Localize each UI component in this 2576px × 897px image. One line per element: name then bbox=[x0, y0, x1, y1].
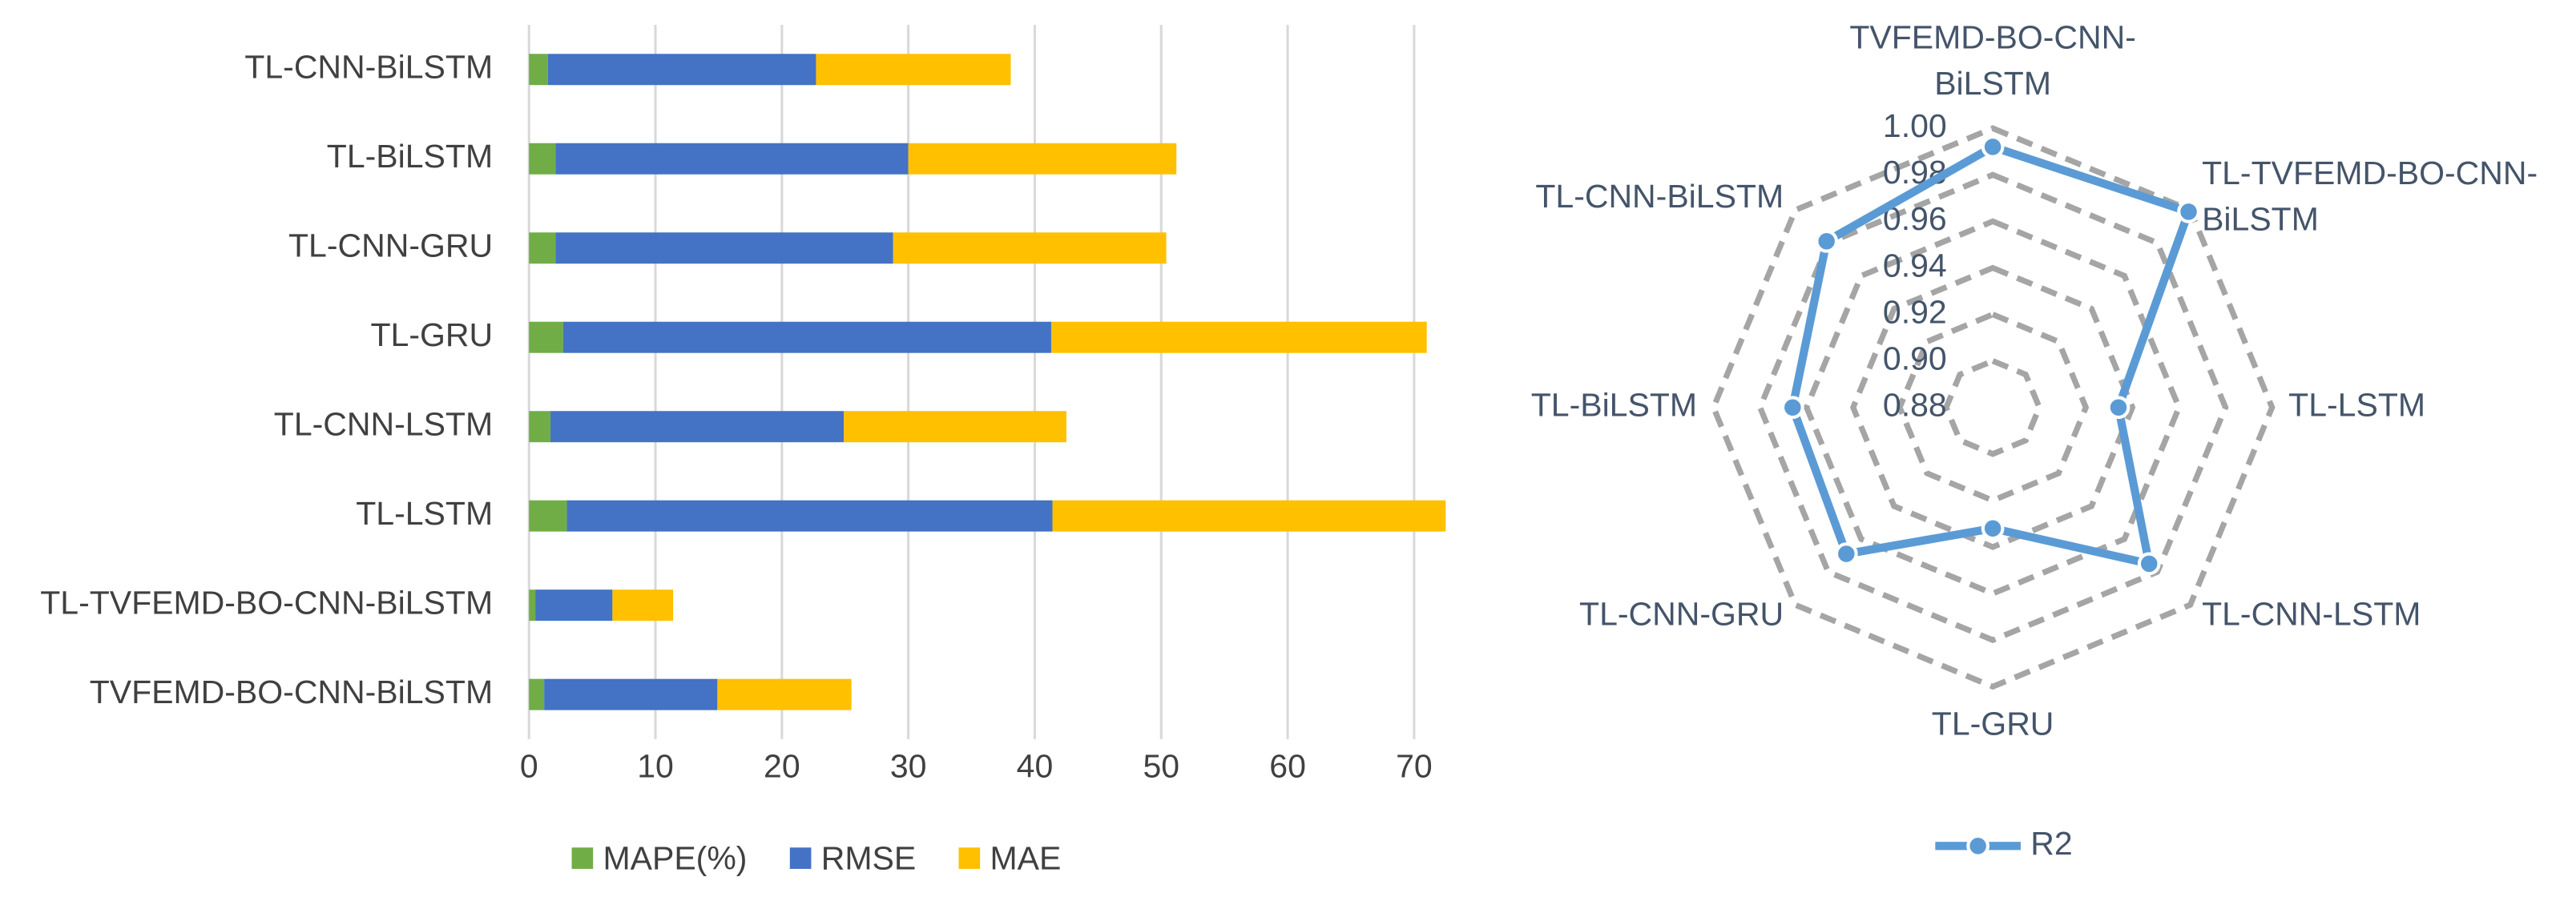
bar-chart: 0 10 20 30 40 50 60 70 TL-CNN-BiLSTM TL-BiLSTM TL-… bbox=[40, 25, 1446, 876]
legend-label: MAPE(%) bbox=[603, 839, 747, 876]
bar-segment bbox=[893, 232, 1167, 264]
y-tick-label: TL-LSTM bbox=[356, 495, 493, 532]
category-label: TL-TVFEMD-BO-CNN-BiLSTM bbox=[2202, 155, 2538, 237]
r-tick-label: 0.92 bbox=[1883, 293, 1947, 330]
legend-marker bbox=[1966, 834, 1990, 858]
radar-point bbox=[1815, 229, 1839, 253]
legend-swatch bbox=[571, 847, 594, 869]
bar-segment bbox=[555, 143, 909, 175]
grid-ring bbox=[1897, 311, 2090, 504]
r-tick-label: 0.88 bbox=[1883, 387, 1947, 424]
bar-segment bbox=[529, 500, 567, 532]
radar-point bbox=[1834, 542, 1858, 565]
radar-point bbox=[1780, 396, 1804, 420]
category-label: TL-BiLSTM bbox=[1531, 387, 1697, 424]
bar-segment bbox=[816, 54, 1011, 86]
grid-ring bbox=[1849, 264, 2136, 550]
legend-swatch bbox=[789, 847, 812, 869]
r-tick-label: 0.94 bbox=[1883, 247, 1947, 284]
category-label: TL-GRU bbox=[1932, 705, 2054, 742]
x-tick-label: 20 bbox=[764, 748, 800, 785]
r-tick-label: 0.90 bbox=[1883, 340, 1947, 376]
radar-point bbox=[1981, 135, 2005, 159]
y-tick-label: TL-BiLSTM bbox=[327, 138, 493, 175]
legend-swatch bbox=[958, 847, 981, 869]
legend-label: RMSE bbox=[821, 839, 916, 876]
r-tick-label: 0.98 bbox=[1883, 154, 1947, 191]
bar-segment bbox=[547, 54, 816, 86]
bar-segment bbox=[544, 678, 718, 710]
grid-ring bbox=[1710, 125, 2276, 690]
bar-segment bbox=[1050, 321, 1427, 353]
bar-segment bbox=[529, 411, 551, 443]
radar-point bbox=[2106, 396, 2131, 420]
radar-point bbox=[1981, 517, 2005, 541]
x-tick-label: 0 bbox=[520, 748, 538, 785]
r-tick-label: 1.00 bbox=[1883, 107, 1947, 144]
x-tick-label: 70 bbox=[1396, 748, 1433, 785]
bar-segment bbox=[908, 143, 1177, 175]
radar-line bbox=[1788, 142, 2195, 569]
bar-segment bbox=[550, 411, 845, 443]
y-tick-label: TL-CNN-LSTM bbox=[274, 406, 493, 443]
category-label: TL-CNN-LSTM bbox=[2202, 596, 2421, 633]
x-tick-label: 60 bbox=[1269, 748, 1306, 785]
bar-segment bbox=[566, 500, 1053, 532]
x-tick-label: 30 bbox=[890, 748, 927, 785]
legend-label: MAE bbox=[990, 839, 1061, 876]
bar-segment bbox=[717, 678, 852, 710]
legend-label: R2 bbox=[2030, 825, 2072, 862]
bar-segment bbox=[562, 321, 1051, 353]
grid-ring bbox=[1803, 218, 2183, 597]
radar-point bbox=[2177, 199, 2200, 223]
bar-segment bbox=[529, 678, 545, 710]
bar-segment bbox=[529, 232, 556, 264]
y-tick-label: TL-GRU bbox=[371, 316, 494, 353]
category-label: TL-CNN-GRU bbox=[1579, 596, 1784, 633]
y-tick-label: TL-TVFEMD-BO-CNN-BiLSTM bbox=[40, 585, 493, 621]
x-tick-label: 50 bbox=[1143, 748, 1179, 785]
category-label: TL-CNN-BiLSTM bbox=[1535, 178, 1784, 215]
radar-chart: 0.880.900.920.940.960.981.00TVFEMD-BO-CN… bbox=[1531, 18, 2538, 862]
category-label: TVFEMD-BO-CNN-BiLSTM bbox=[1849, 18, 2136, 101]
category-label: TL-LSTM bbox=[2288, 387, 2425, 424]
x-tick-label: 40 bbox=[1017, 748, 1054, 785]
bar-segment bbox=[612, 589, 674, 621]
y-tick-label: TL-CNN-GRU bbox=[288, 227, 493, 264]
y-tick-label: TVFEMD-BO-CNN-BiLSTM bbox=[90, 674, 493, 710]
bar-segment bbox=[529, 54, 548, 86]
bar-segment bbox=[555, 232, 893, 264]
bar-segment bbox=[844, 411, 1066, 443]
bar-segment bbox=[1052, 500, 1446, 532]
bar-segment bbox=[529, 589, 536, 621]
bar-segment bbox=[529, 143, 556, 175]
grid-ring bbox=[1756, 171, 2229, 644]
x-tick-label: 10 bbox=[637, 748, 674, 785]
grid-ring bbox=[1943, 357, 2043, 457]
bar-segment bbox=[535, 589, 613, 621]
bar-segment bbox=[529, 321, 563, 353]
radar-point bbox=[2137, 552, 2161, 576]
y-tick-label: TL-CNN-BiLSTM bbox=[244, 49, 493, 86]
